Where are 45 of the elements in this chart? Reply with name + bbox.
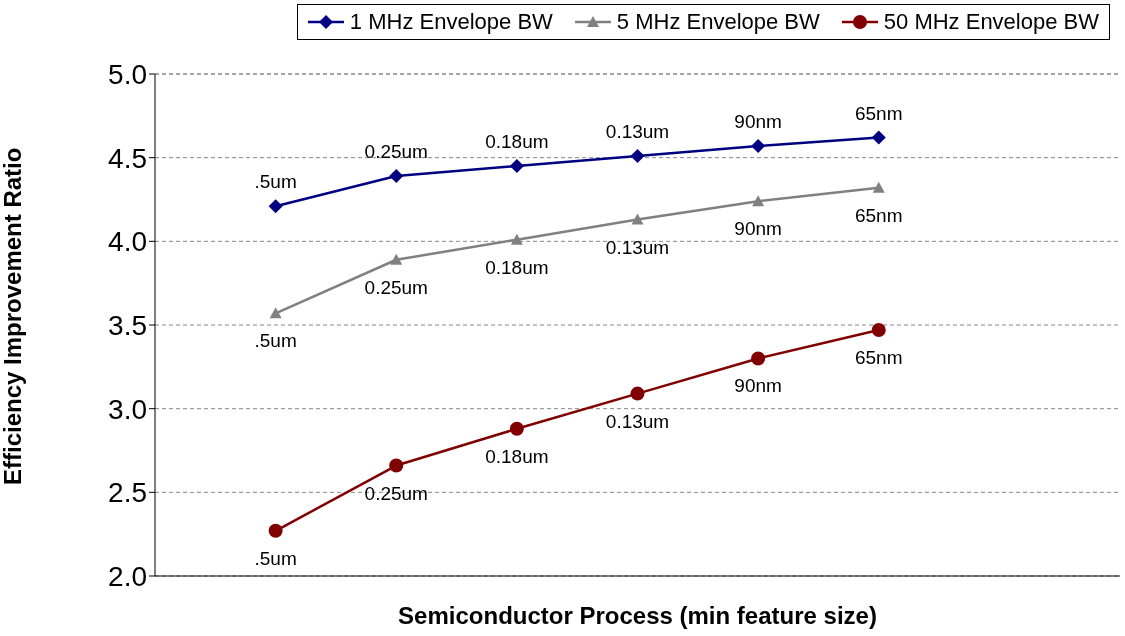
category-label: 0.13um xyxy=(605,410,670,432)
point xyxy=(390,253,403,265)
category-label: 65nm xyxy=(854,204,903,226)
point xyxy=(871,323,886,338)
y-tick-label: 3.5 xyxy=(108,309,147,341)
y-tick-label: 2.0 xyxy=(108,560,147,592)
category-label: 0.18um xyxy=(485,256,549,278)
y-axis-title: Efficiency Improvement Ratio xyxy=(0,147,26,485)
y-tick-label: 4.5 xyxy=(108,142,147,174)
point xyxy=(389,169,404,184)
point xyxy=(389,458,404,473)
y-tick-label: 3.0 xyxy=(108,393,147,425)
point xyxy=(510,233,523,245)
point xyxy=(269,307,282,319)
category-label: 90nm xyxy=(734,375,782,397)
point xyxy=(752,195,765,207)
category-label: 0.25um xyxy=(364,482,428,504)
point xyxy=(630,148,645,163)
x-tick-label: 0.13um xyxy=(605,120,670,142)
y-tick-label: 2.5 xyxy=(108,477,147,509)
category-label: .5um xyxy=(254,330,297,352)
legend-label: 1 MHz Envelope BW xyxy=(349,9,553,35)
point xyxy=(509,159,524,174)
y-tick-label: 4.0 xyxy=(108,226,147,258)
category-label: .5um xyxy=(254,547,297,569)
point xyxy=(751,138,766,153)
category-label: 90nm xyxy=(734,218,782,240)
point xyxy=(268,199,283,214)
point xyxy=(631,213,644,225)
x-tick-label: 90nm xyxy=(734,110,782,132)
y-tick-label: 5.0 xyxy=(108,58,147,90)
point xyxy=(751,351,766,366)
point xyxy=(630,386,645,401)
x-axis-title: Semiconductor Process (min feature size) xyxy=(398,602,877,629)
category-label: 65nm xyxy=(854,347,903,369)
legend-label: 50 MHz Envelope BW xyxy=(883,9,1099,35)
category-label: 0.25um xyxy=(364,276,428,298)
point xyxy=(268,523,283,538)
point xyxy=(871,130,886,145)
legend-label: 5 MHz Envelope BW xyxy=(616,9,820,35)
category-label: 0.13um xyxy=(605,236,670,258)
x-tick-label: 0.18um xyxy=(485,131,549,153)
point xyxy=(872,181,885,193)
category-label: 0.18um xyxy=(485,445,549,467)
point xyxy=(509,421,524,436)
